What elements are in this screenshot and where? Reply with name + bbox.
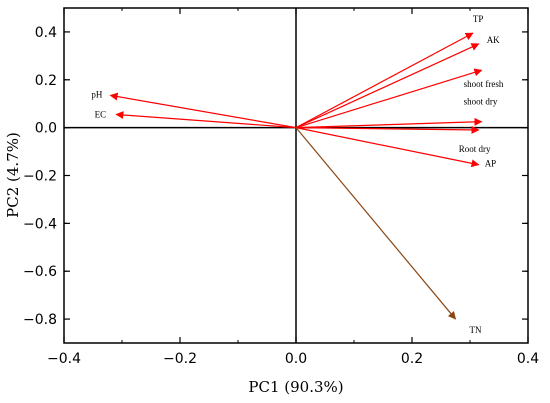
x-axis: −0.4 −0.2 0.0 0.2 0.4 — [47, 8, 539, 367]
x-tick-label: 0.4 — [517, 351, 539, 367]
vector-label-ec: EC — [95, 109, 107, 119]
vector-label-ap: AP — [485, 159, 497, 169]
x-axis-title: PC1 (90.3%) — [248, 378, 343, 396]
y-tick-label: −0.8 — [23, 312, 57, 328]
y-tick-label: 0.2 — [35, 73, 57, 89]
x-tick-label: −0.4 — [47, 351, 81, 367]
y-tick-label: 0.4 — [35, 25, 57, 41]
vector-label-root-dry: Root dry — [459, 144, 491, 154]
vector-label-shoot-dry: shoot dry — [464, 97, 498, 107]
vector-label-ak: AK — [487, 35, 500, 45]
y-tick-label: −0.2 — [23, 169, 57, 185]
vector-shoot-dry — [295, 117, 483, 129]
vector-ec — [115, 111, 297, 129]
vector-ph — [109, 92, 297, 129]
loading-vectors: TP AK shoot fresh shoot dry Root dry AP TN pH EC — [91, 14, 503, 335]
x-tick-label: −0.2 — [163, 351, 197, 367]
vector-ap — [295, 127, 480, 168]
vector-label-tn: TN — [470, 325, 482, 335]
vector-ak — [295, 43, 480, 129]
vector-shoot-fresh — [295, 68, 483, 129]
y-axis: 0.4 0.2 0.0 −0.2 −0.4 −0.6 −0.8 — [23, 25, 528, 328]
vector-label-ph: pH — [91, 89, 103, 99]
x-tick-label: 0.2 — [401, 351, 423, 367]
vector-label-shoot-fresh: shoot fresh — [464, 79, 504, 89]
y-tick-label: 0.0 — [35, 121, 57, 137]
y-axis-title: PC2 (4.7%) — [4, 132, 22, 218]
vector-tp — [295, 32, 474, 129]
x-tick-label: 0.0 — [285, 351, 307, 367]
vector-root-dry — [295, 125, 480, 134]
y-tick-label: −0.6 — [23, 264, 57, 280]
vector-label-tp: TP — [473, 14, 484, 24]
vector-tn — [295, 127, 457, 320]
y-tick-label: −0.4 — [23, 216, 57, 232]
